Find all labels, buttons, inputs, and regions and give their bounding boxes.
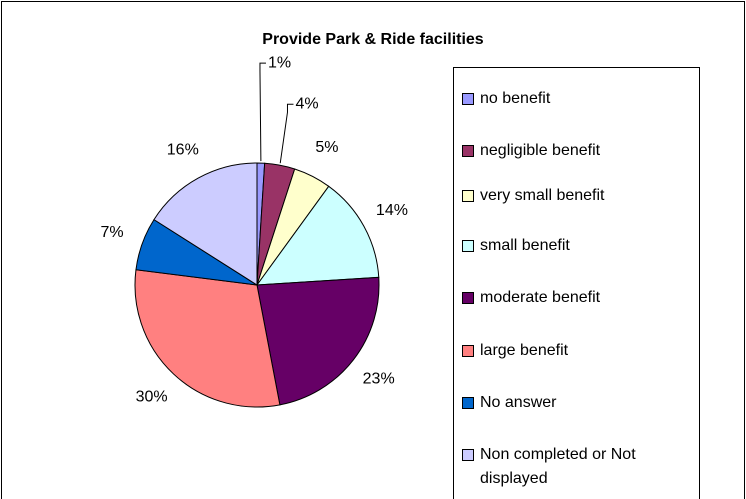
- data-label: 30%: [136, 388, 168, 405]
- legend-box: [453, 67, 700, 499]
- data-label: 16%: [167, 141, 199, 158]
- pie-slice: [134, 269, 281, 408]
- legend-swatch: [462, 93, 474, 105]
- legend-label: negligible benefit: [480, 142, 601, 159]
- legend-entry: small benefit: [462, 234, 687, 258]
- legend-entry: moderate benefit: [462, 286, 687, 310]
- chart-title: Provide Park & Ride facilities: [262, 31, 484, 48]
- data-label: 5%: [315, 139, 338, 156]
- legend-entry: Non completed or Not displayed: [462, 443, 687, 491]
- legend-swatch: [462, 190, 474, 202]
- data-label: 23%: [363, 371, 395, 388]
- legend-label: No answer: [480, 394, 557, 411]
- data-label: 14%: [376, 202, 408, 219]
- data-label: 1%: [268, 54, 291, 71]
- legend-label: small benefit: [480, 237, 570, 254]
- legend-entry: negligible benefit: [462, 139, 687, 163]
- leader-line: [279, 103, 294, 164]
- legend-label: large benefit: [480, 342, 569, 359]
- data-label: 4%: [295, 95, 318, 112]
- pie-slice: [153, 162, 258, 286]
- legend-label: Non completed or Not displayed: [480, 446, 636, 487]
- legend-label: very small benefit: [480, 187, 605, 204]
- legend-entry: No answer: [462, 391, 687, 415]
- pie-slice: [255, 185, 380, 286]
- legend-swatch: [462, 397, 474, 409]
- legend-label: no benefit: [480, 90, 551, 107]
- legend-label: moderate benefit: [480, 289, 601, 306]
- legend-swatch: [462, 449, 474, 461]
- data-label: 7%: [101, 224, 124, 241]
- legend-entry: large benefit: [462, 339, 687, 363]
- leader-line: [259, 62, 266, 162]
- legend-swatch: [462, 240, 474, 252]
- legend-swatch: [462, 145, 474, 157]
- pie-slice: [256, 276, 380, 406]
- legend-entry: no benefit: [462, 87, 687, 111]
- legend-entry: very small benefit: [462, 184, 687, 208]
- legend-swatch: [462, 292, 474, 304]
- legend-swatch: [462, 345, 474, 357]
